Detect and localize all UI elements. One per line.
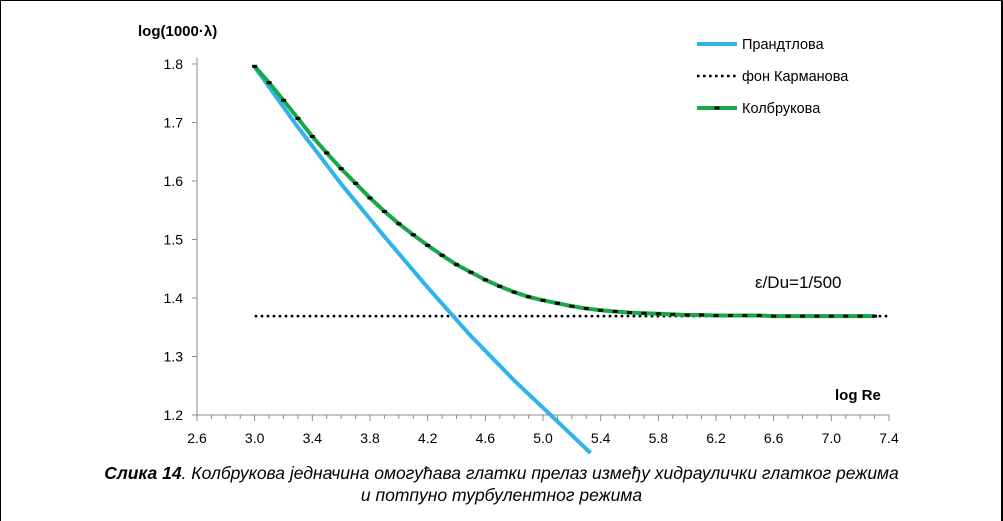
series-marker-colebrook xyxy=(857,314,863,318)
series-marker-colebrook xyxy=(612,309,618,313)
axes: 1.2 1.3 1.4 1.5 1.6 1.7 1.8 2.6 3.0 3.4 3.8 4.2 4.6 5… xyxy=(164,56,899,446)
caption-text-line2: и потпуно турбулентног режима xyxy=(360,485,643,505)
x-tick-label: 3.8 xyxy=(360,430,380,446)
series-marker-colebrook xyxy=(439,253,445,257)
y-tick-label: 1.2 xyxy=(164,407,184,423)
series-marker-colebrook xyxy=(785,314,791,318)
x-tick-label: 5.0 xyxy=(533,430,553,446)
series-marker-colebrook xyxy=(569,304,575,308)
caption-label: Слика 14 xyxy=(104,463,182,483)
series-marker-colebrook xyxy=(684,313,690,317)
series-marker-colebrook xyxy=(468,270,474,274)
y-tick-label: 1.4 xyxy=(164,290,184,306)
series-marker-colebrook xyxy=(295,116,301,120)
series-marker-colebrook xyxy=(872,314,878,318)
series-marker-colebrook xyxy=(526,295,532,299)
series-marker-colebrook xyxy=(396,222,402,226)
y-tick-label: 1.8 xyxy=(164,56,184,72)
series-marker-colebrook xyxy=(353,181,359,185)
series-marker-colebrook xyxy=(338,167,344,171)
x-tick-label: 7.4 xyxy=(879,430,899,446)
series-marker-colebrook xyxy=(482,278,488,282)
series-marker-colebrook xyxy=(627,311,632,315)
figure-frame-right-edge xyxy=(1001,0,1003,521)
series-marker-colebrook xyxy=(511,290,517,294)
series-marker-colebrook xyxy=(425,243,431,247)
x-tick-label: 5.8 xyxy=(649,430,669,446)
series-marker-colebrook xyxy=(828,314,834,318)
series-marker-colebrook xyxy=(641,311,647,315)
series-marker-colebrook xyxy=(598,308,604,312)
series-marker-colebrook xyxy=(554,301,560,305)
series-marker-colebrook xyxy=(742,314,748,318)
series-marker-colebrook xyxy=(497,284,503,288)
y-tick-label: 1.7 xyxy=(164,115,184,131)
series-marker-colebrook xyxy=(756,314,762,318)
x-tick-label: 3.0 xyxy=(245,430,265,446)
caption-text-line1: . Колбрукова једначина омогућава глатки … xyxy=(181,463,899,483)
series-marker-colebrook xyxy=(324,151,330,155)
series-marker-colebrook xyxy=(655,312,661,316)
y-tick-label: 1.3 xyxy=(164,349,184,365)
x-tick-label: 2.6 xyxy=(187,430,207,446)
legend-karman-label: фон Карманова xyxy=(742,69,849,85)
series-marker-colebrook xyxy=(309,135,315,139)
series-marker-colebrook xyxy=(800,314,805,318)
series-marker-colebrook xyxy=(281,98,286,102)
y-tick-label: 1.6 xyxy=(164,173,184,189)
figure-caption: Слика 14. Колбрукова једначина омогућава… xyxy=(0,462,1003,506)
chart: 1.2 1.3 1.4 1.5 1.6 1.7 1.8 2.6 3.0 3.4 3.8 4.2 4.6 5… xyxy=(138,23,899,455)
x-tick-label: 3.4 xyxy=(303,430,323,446)
series-marker-colebrook xyxy=(814,314,820,318)
legend-colebrook-label: Колбрукова xyxy=(742,101,821,117)
series-marker-colebrook xyxy=(727,314,733,318)
legend: Прандтлова фон Карманова Колбрукова xyxy=(697,37,849,117)
series-marker-colebrook xyxy=(713,314,719,318)
series-marker-colebrook xyxy=(583,307,589,311)
series-marker-colebrook xyxy=(843,314,849,318)
x-tick-label: 5.4 xyxy=(591,430,611,446)
series-marker-colebrook xyxy=(367,196,373,200)
legend-colebrook-marker xyxy=(714,106,720,110)
series-line-prandtl xyxy=(253,65,592,455)
x-tick-label: 6.6 xyxy=(764,430,784,446)
x-tick-label: 6.2 xyxy=(706,430,726,446)
x-tick-label: 4.6 xyxy=(476,430,496,446)
series-marker-colebrook xyxy=(266,81,272,85)
series-marker-colebrook xyxy=(252,64,258,68)
series-marker-colebrook xyxy=(699,313,705,317)
x-tick-label: 7.0 xyxy=(822,430,842,446)
y-axis-title: log(1000·λ) xyxy=(138,23,217,40)
series-marker-colebrook xyxy=(540,298,546,302)
x-axis-title: log Re xyxy=(835,387,881,404)
series-marker-colebrook xyxy=(670,312,676,316)
series-marker-colebrook xyxy=(454,263,459,267)
series-layer xyxy=(252,64,889,455)
series-marker-colebrook xyxy=(771,314,777,318)
x-tick-label: 4.2 xyxy=(418,430,438,446)
y-tick-label: 1.5 xyxy=(164,232,184,248)
series-marker-colebrook xyxy=(410,233,416,237)
legend-prandtl-label: Прандтлова xyxy=(742,37,825,53)
chart-annotation: ε/Du=1/500 xyxy=(755,273,842,292)
series-marker-colebrook xyxy=(381,209,387,213)
